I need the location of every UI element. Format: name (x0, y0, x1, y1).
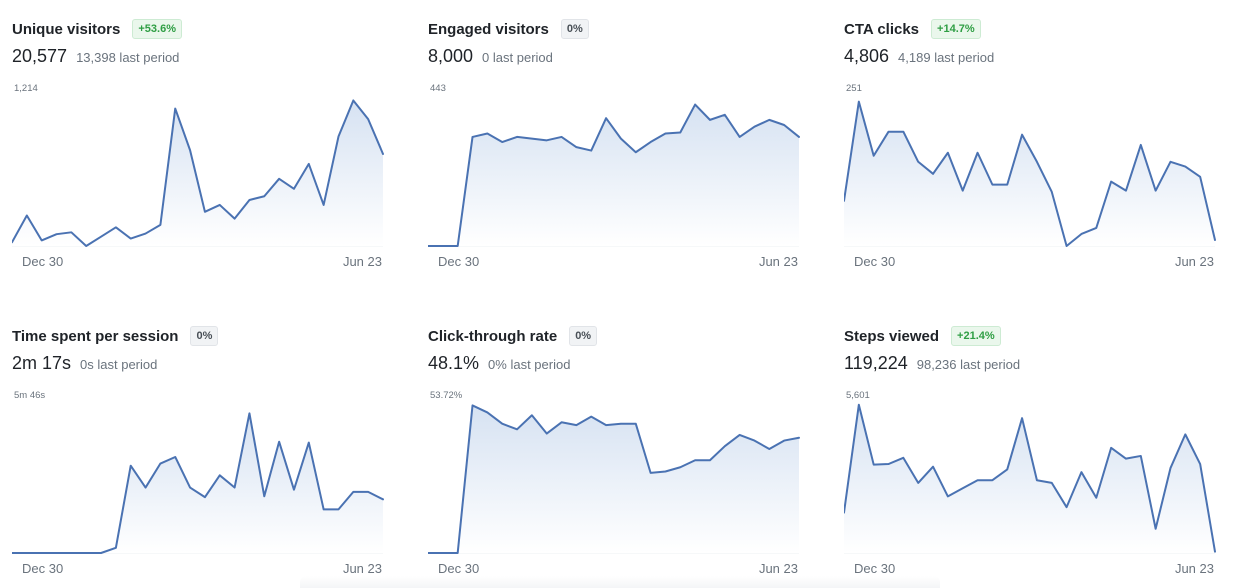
y-max-label: 251 (846, 83, 862, 94)
card-value-row: 8,000 0 last period (428, 46, 553, 67)
x-end-label: Jun 23 (759, 254, 798, 269)
previous-period-value: 13,398 last period (76, 50, 179, 65)
series-area (12, 100, 383, 246)
click-through-rate-chart[interactable]: 53.72% Dec 30 Jun 23 (428, 389, 800, 588)
x-end-label: Jun 23 (1175, 561, 1214, 576)
card-title: Engaged visitors (428, 21, 549, 38)
card-value-row: 119,224 98,236 last period (844, 353, 1020, 374)
y-max-label: 5m 46s (14, 390, 45, 401)
card-header: CTA clicks +14.7% (844, 16, 981, 42)
y-max-label: 443 (430, 83, 446, 94)
unique-visitors-chart[interactable]: 1,214 Dec 30 Jun 23 (12, 82, 384, 282)
card-steps-viewed[interactable]: Steps viewed +21.4% 119,224 98,236 last … (844, 313, 1216, 588)
card-header: Unique visitors +53.6% (12, 16, 182, 42)
x-end-label: Jun 23 (1175, 254, 1214, 269)
card-value-row: 20,577 13,398 last period (12, 46, 179, 67)
series-area (12, 413, 383, 553)
series-area (428, 105, 799, 246)
y-max-label: 5,601 (846, 390, 870, 401)
x-end-label: Jun 23 (343, 254, 382, 269)
card-title: Click-through rate (428, 328, 557, 345)
previous-period-value: 0 last period (482, 50, 553, 65)
previous-period-value: 0s last period (80, 357, 157, 372)
y-max-label: 1,214 (14, 83, 38, 94)
cta-clicks-chart[interactable]: 251 Dec 30 Jun 23 (844, 82, 1216, 282)
card-time-spent-per-session[interactable]: Time spent per session 0% 2m 17s 0s last… (12, 313, 384, 588)
change-badge: 0% (569, 326, 597, 346)
card-header: Engaged visitors 0% (428, 16, 589, 42)
x-start-label: Dec 30 (22, 254, 63, 269)
x-end-label: Jun 23 (343, 561, 382, 576)
metric-value: 20,577 (12, 46, 67, 67)
x-start-label: Dec 30 (854, 254, 895, 269)
change-badge: +21.4% (951, 326, 1001, 346)
y-max-label: 53.72% (430, 390, 463, 401)
card-header: Time spent per session 0% (12, 323, 218, 349)
x-end-label: Jun 23 (759, 561, 798, 576)
card-engaged-visitors[interactable]: Engaged visitors 0% 8,000 0 last period … (428, 6, 800, 296)
time-spent-chart[interactable]: 5m 46s Dec 30 Jun 23 (12, 389, 384, 588)
card-value-row: 4,806 4,189 last period (844, 46, 994, 67)
card-click-through-rate[interactable]: Click-through rate 0% 48.1% 0% last peri… (428, 313, 800, 588)
previous-period-value: 0% last period (488, 357, 570, 372)
previous-period-value: 98,236 last period (917, 357, 1020, 372)
change-badge: 0% (190, 326, 218, 346)
card-header: Click-through rate 0% (428, 323, 597, 349)
series-area (428, 405, 799, 553)
card-title: Steps viewed (844, 328, 939, 345)
series-area (844, 102, 1215, 246)
series-area (844, 405, 1215, 553)
change-badge: +53.6% (132, 19, 182, 39)
metric-value: 48.1% (428, 353, 479, 374)
card-cta-clicks[interactable]: CTA clicks +14.7% 4,806 4,189 last perio… (844, 6, 1216, 296)
card-value-row: 48.1% 0% last period (428, 353, 570, 374)
x-start-label: Dec 30 (22, 561, 63, 576)
x-start-label: Dec 30 (854, 561, 895, 576)
previous-period-value: 4,189 last period (898, 50, 994, 65)
card-value-row: 2m 17s 0s last period (12, 353, 157, 374)
change-badge: +14.7% (931, 19, 981, 39)
card-unique-visitors[interactable]: Unique visitors +53.6% 20,577 13,398 las… (12, 6, 384, 296)
card-title: CTA clicks (844, 21, 919, 38)
engaged-visitors-chart[interactable]: 443 Dec 30 Jun 23 (428, 82, 800, 282)
card-title: Time spent per session (12, 328, 178, 345)
metric-value: 8,000 (428, 46, 473, 67)
metric-value: 119,224 (844, 353, 908, 374)
x-start-label: Dec 30 (438, 561, 479, 576)
bottom-scroll-edge (300, 576, 940, 588)
card-header: Steps viewed +21.4% (844, 323, 1001, 349)
card-title: Unique visitors (12, 21, 120, 38)
x-start-label: Dec 30 (438, 254, 479, 269)
change-badge: 0% (561, 19, 589, 39)
steps-viewed-chart[interactable]: 5,601 Dec 30 Jun 23 (844, 389, 1216, 588)
metric-value: 4,806 (844, 46, 889, 67)
metric-value: 2m 17s (12, 353, 71, 374)
